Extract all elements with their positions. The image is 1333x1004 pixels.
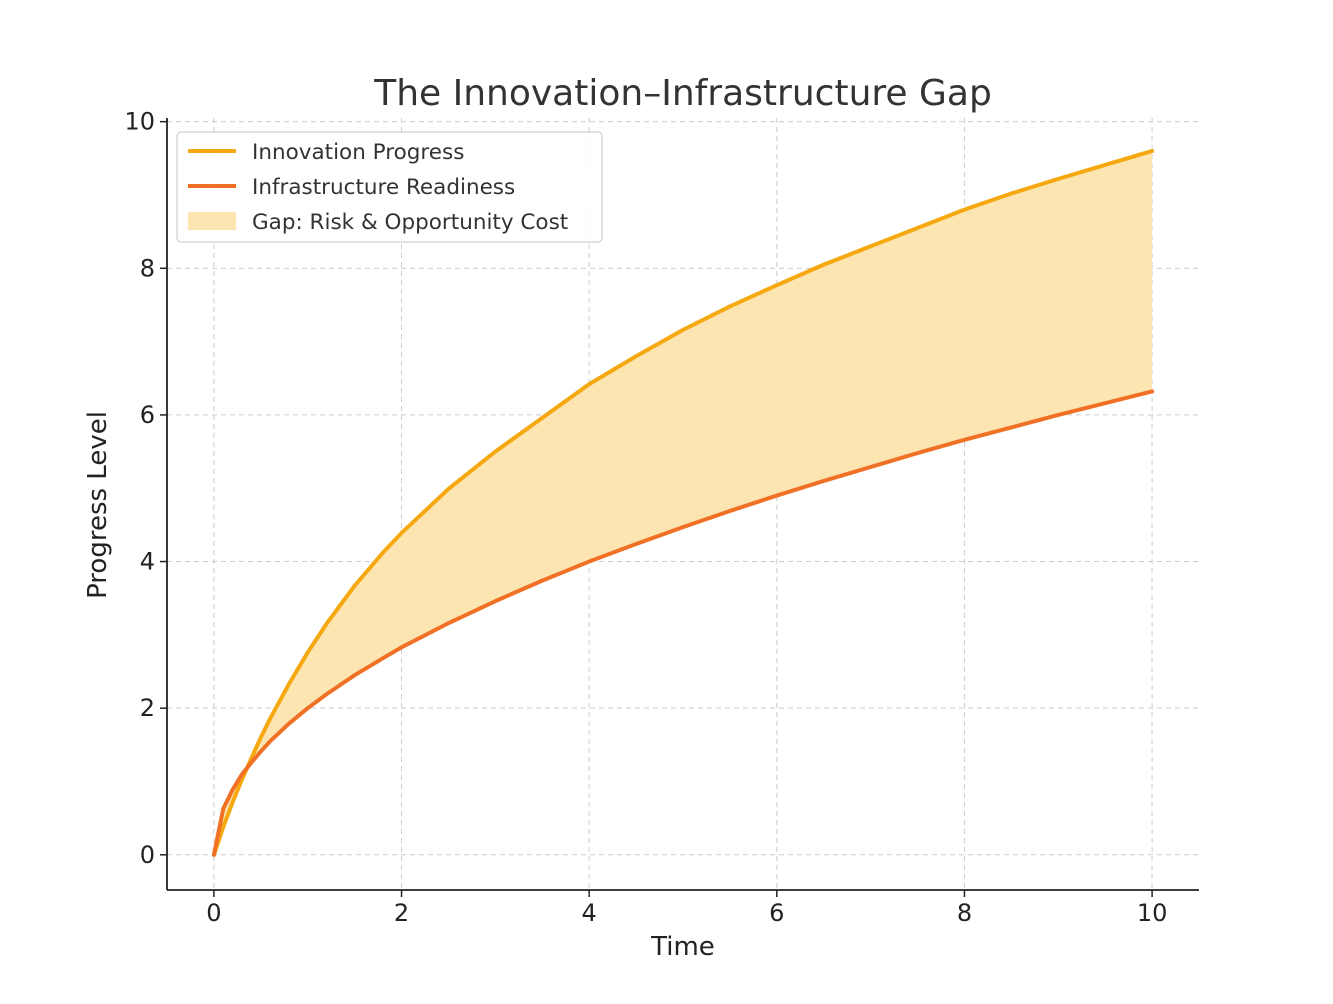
x-tick-label: 8 xyxy=(957,899,972,927)
y-tick-label: 6 xyxy=(140,401,155,429)
y-tick-label: 8 xyxy=(140,254,155,282)
legend-label-infrastructure-readiness: Infrastructure Readiness xyxy=(252,175,515,200)
y-tick-label: 4 xyxy=(140,548,155,576)
legend: Innovation Progress Infrastructure Readi… xyxy=(176,131,603,243)
series-line-innovation-progress xyxy=(211,148,1155,857)
chart-title: The Innovation–Infrastructure Gap xyxy=(373,73,992,114)
x-tick-label: 4 xyxy=(582,899,597,927)
y-tick-label: 0 xyxy=(140,841,155,869)
legend-swatch-gap xyxy=(188,212,236,230)
y-axis-label: Progress Level xyxy=(83,411,113,599)
x-tick-label: 2 xyxy=(394,899,409,927)
y-tick-label: 10 xyxy=(124,108,155,136)
x-tick-label: 0 xyxy=(206,899,221,927)
x-tick-label: 6 xyxy=(769,899,784,927)
x-axis-label: Time xyxy=(650,932,715,962)
gap-area xyxy=(213,150,1153,855)
ticks: 0 2 4 6 8 10 0 2 4 6 8 10 xyxy=(124,108,1167,927)
legend-box xyxy=(176,131,603,243)
y-tick-label: 2 xyxy=(140,694,155,722)
legend-label-innovation-progress: Innovation Progress xyxy=(252,140,464,165)
series-line-infrastructure-readiness xyxy=(211,389,1155,857)
x-tick-label: 10 xyxy=(1137,899,1168,927)
axes xyxy=(166,118,1199,891)
grid xyxy=(167,118,1199,890)
legend-label-gap: Gap: Risk & Opportunity Cost xyxy=(252,210,568,235)
